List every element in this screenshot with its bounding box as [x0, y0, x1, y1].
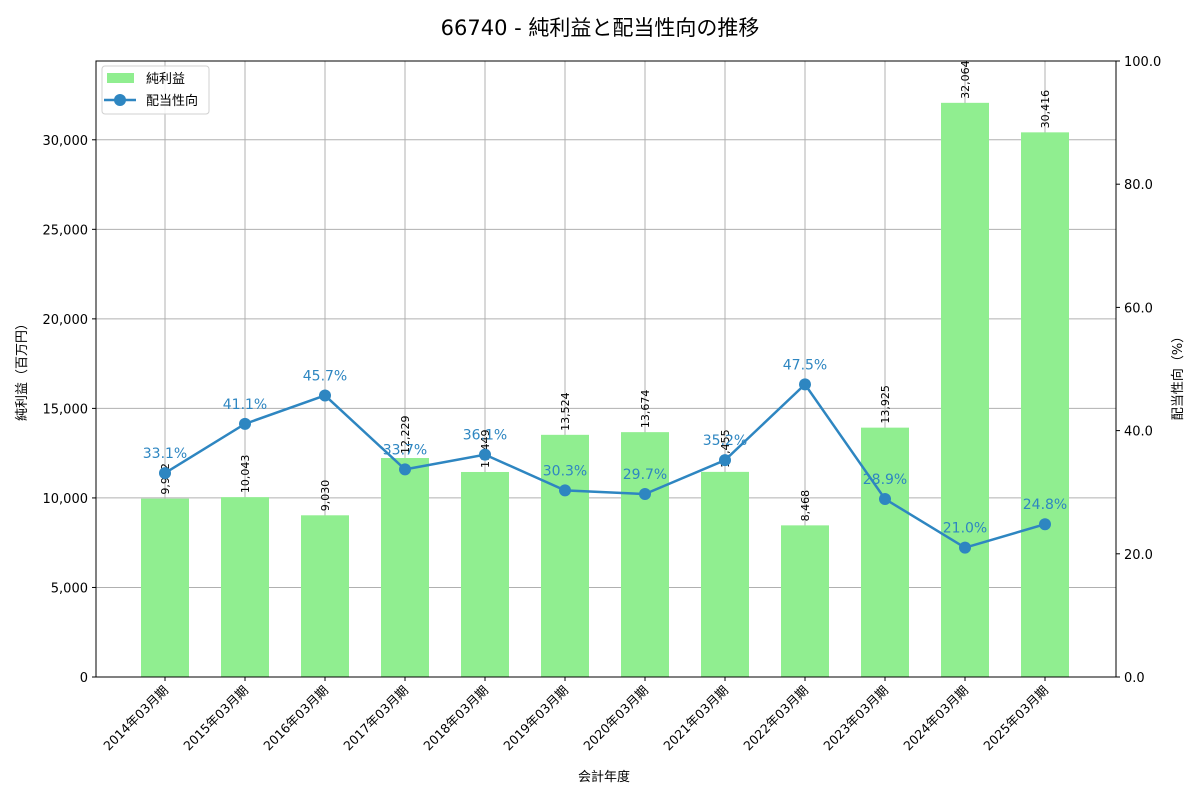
line-value-label: 29.7% [623, 467, 667, 483]
y-tick-label: 25,000 [43, 223, 89, 238]
line-marker [239, 417, 251, 430]
bar-10 [941, 102, 989, 678]
line-value-label: 36.1% [463, 428, 507, 444]
y2-tick-label: 80.0 [1124, 178, 1153, 193]
x-tick-label: 2020年03月期 [580, 683, 651, 754]
x-tick-label: 2019年03月期 [500, 683, 571, 754]
line-value-label: 45.7% [303, 368, 347, 384]
line-marker [959, 541, 971, 554]
line-value-label: 35.2% [703, 433, 747, 449]
y-tick-label: 15,000 [43, 402, 89, 417]
line-value-label: 24.8% [1023, 497, 1067, 513]
bar-value-label: 32,064 [959, 60, 972, 99]
line-marker [879, 492, 891, 505]
y-tick-label: 20,000 [43, 313, 89, 328]
line-marker [799, 378, 811, 391]
line-value-label: 30.3% [543, 463, 587, 479]
bar-1 [221, 497, 269, 677]
line-value-label: 47.5% [783, 357, 827, 373]
line-marker [639, 488, 651, 501]
line-value-label: 28.9% [863, 472, 907, 488]
bar-4 [461, 471, 509, 677]
line-value-label: 41.1% [223, 397, 267, 413]
x-tick-label: 2023年03月期 [820, 683, 891, 754]
y-tick-label: 0 [80, 671, 88, 686]
line-marker [159, 467, 171, 480]
bar-7 [701, 471, 749, 677]
y2-tick-label: 100.0 [1124, 55, 1161, 70]
line-value-label: 21.0% [943, 521, 987, 537]
x-tick-label: 2025年03月期 [980, 683, 1051, 754]
legend-line-marker [114, 94, 126, 106]
y2-tick-label: 0.0 [1124, 671, 1145, 686]
line-marker [719, 454, 731, 467]
bar-value-label: 10,043 [239, 455, 252, 494]
line-value-label: 33.1% [143, 446, 187, 462]
x-tick-label: 2014年03月期 [100, 683, 171, 754]
bar-value-label: 13,524 [559, 392, 572, 431]
bar-value-label: 13,925 [879, 385, 892, 424]
y2-axis-label: 配当性向（%） [1170, 330, 1186, 420]
x-tick-label: 2016年03月期 [260, 683, 331, 754]
bar-8 [781, 525, 829, 677]
payout-ratio-line [164, 382, 1046, 549]
line-marker [399, 463, 411, 476]
x-tick-label: 2015年03月期 [180, 683, 251, 754]
y-tick-label: 30,000 [43, 134, 89, 149]
plot-frame [95, 60, 1117, 678]
line-value-label: 33.7% [383, 442, 427, 458]
chart-title: 66740 - 純利益と配当性向の推移 [440, 16, 760, 40]
bar-2 [301, 515, 349, 677]
bar-6 [621, 432, 669, 677]
bar-value-label: 30,416 [1039, 90, 1052, 129]
bar-value-label: 9,030 [319, 480, 332, 512]
line-marker [1039, 518, 1051, 531]
x-tick-label: 2024年03月期 [900, 683, 971, 754]
bar-9 [861, 427, 909, 677]
bar-value-label: 13,674 [639, 390, 652, 429]
x-tick-label: 2018年03月期 [420, 683, 491, 754]
x-tick-label: 2022年03月期 [740, 683, 811, 754]
bar-5 [541, 434, 589, 677]
legend-line-label: 配当性向 [146, 93, 198, 109]
y2-tick-label: 20.0 [1124, 548, 1153, 563]
legend-bar-label: 純利益 [146, 72, 185, 87]
y2-tick-label: 60.0 [1124, 301, 1153, 316]
bar-3 [381, 458, 429, 677]
x-tick-label: 2021年03月期 [660, 683, 731, 754]
line-marker [319, 389, 331, 402]
bar-11 [1021, 132, 1069, 677]
bar-value-label: 8,468 [799, 490, 812, 522]
y-tick-label: 5,000 [51, 581, 88, 596]
line-marker [559, 484, 571, 497]
bar-0 [141, 498, 189, 677]
y-axis-label: 純利益（百万円） [15, 317, 30, 421]
bar-value-label: 12,229 [399, 416, 412, 455]
y2-tick-label: 40.0 [1124, 425, 1153, 440]
y-tick-label: 10,000 [43, 492, 89, 507]
legend-bar-swatch [107, 73, 134, 83]
line-marker [479, 448, 491, 461]
x-tick-label: 2017年03月期 [340, 683, 411, 754]
x-axis-label: 会計年度 [578, 769, 630, 785]
